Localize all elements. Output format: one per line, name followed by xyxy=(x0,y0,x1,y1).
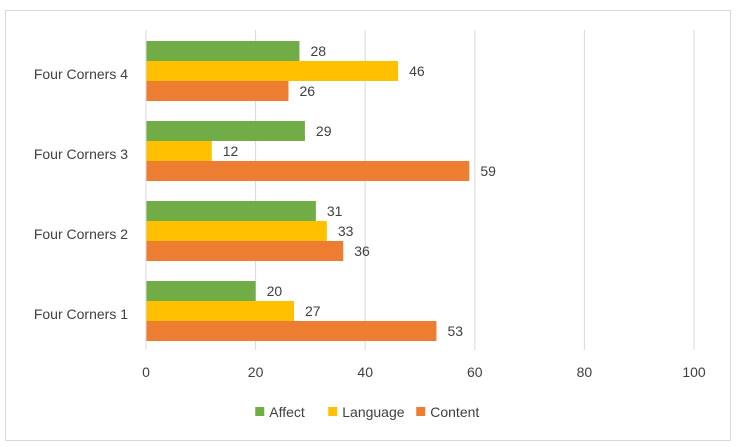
chart-frame xyxy=(5,10,731,441)
x-tick-label: 60 xyxy=(467,364,483,380)
bar xyxy=(146,221,327,241)
bar xyxy=(146,121,305,141)
data-label: 36 xyxy=(354,243,370,259)
data-label: 31 xyxy=(327,203,343,219)
x-tick-label: 100 xyxy=(682,364,706,380)
x-tick-label: 0 xyxy=(142,364,150,380)
legend-swatch xyxy=(255,407,265,416)
legend-swatch xyxy=(328,407,338,416)
bar xyxy=(146,41,300,61)
category-label: Four Corners 1 xyxy=(34,306,128,322)
data-label: 12 xyxy=(223,143,239,159)
x-tick-label: 80 xyxy=(577,364,593,380)
x-tick-label: 40 xyxy=(357,364,373,380)
data-label: 20 xyxy=(267,283,283,299)
bar xyxy=(146,61,399,81)
legend-label: Affect xyxy=(269,404,305,420)
data-label: 29 xyxy=(316,123,332,139)
data-label: 46 xyxy=(409,63,425,79)
bar xyxy=(146,301,294,321)
bar xyxy=(146,281,256,301)
x-tick-label: 20 xyxy=(248,364,264,380)
bar xyxy=(146,321,437,341)
bar xyxy=(146,161,470,181)
data-label: 28 xyxy=(310,43,326,59)
data-label: 26 xyxy=(299,83,315,99)
bar xyxy=(146,241,344,261)
data-label: 53 xyxy=(447,323,463,339)
bar xyxy=(146,81,289,101)
legend-label: Language xyxy=(342,404,405,420)
bar xyxy=(146,201,316,221)
category-label: Four Corners 4 xyxy=(34,66,128,82)
legend-label: Content xyxy=(430,404,479,420)
data-label: 33 xyxy=(338,223,354,239)
category-label: Four Corners 3 xyxy=(34,146,128,162)
bar xyxy=(146,141,212,161)
legend-swatch xyxy=(416,407,426,416)
data-label: 59 xyxy=(480,163,496,179)
category-label: Four Corners 2 xyxy=(34,226,128,242)
data-label: 27 xyxy=(305,303,321,319)
